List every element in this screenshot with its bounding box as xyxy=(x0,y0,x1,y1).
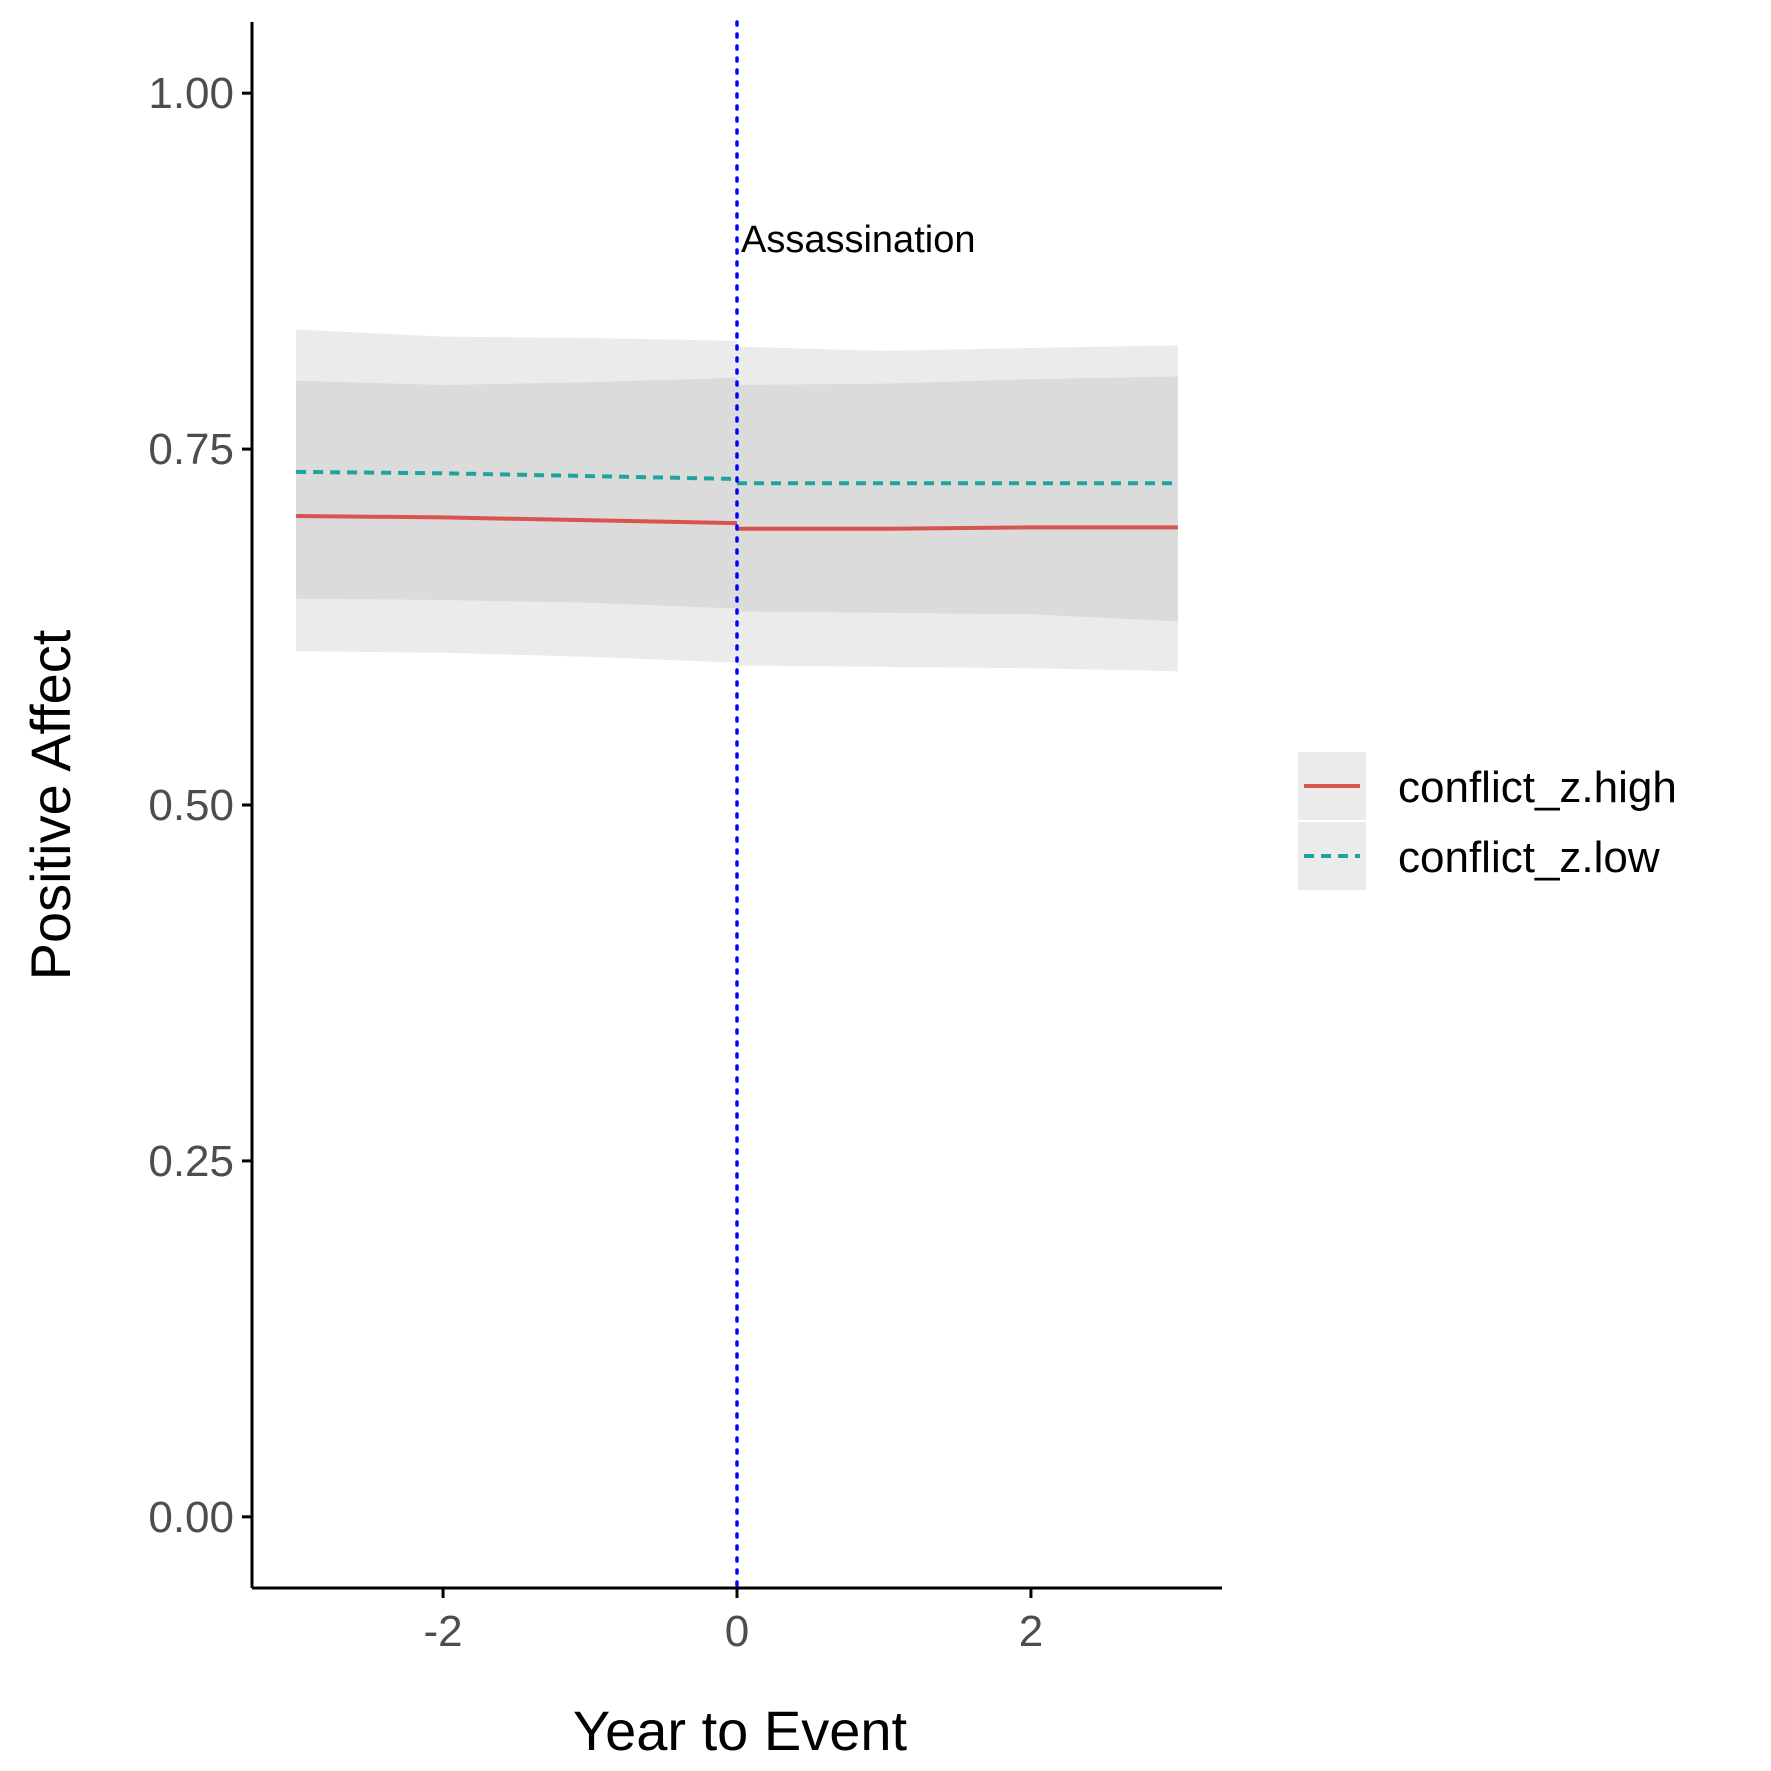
x-axis-title: Year to Event xyxy=(573,1699,908,1762)
y-tick-label: 0.00 xyxy=(148,1493,234,1542)
legend-label-low: conflict_z.low xyxy=(1398,833,1660,882)
y-tick-label: 0.25 xyxy=(148,1137,234,1186)
confidence-ribbons xyxy=(296,329,1178,672)
x-tick-label: -2 xyxy=(423,1607,462,1656)
event-annotation-label: Assassination xyxy=(741,219,975,261)
legend-label-high: conflict_z.high xyxy=(1398,763,1677,812)
ribbon-conflict_z.low-0 xyxy=(296,329,737,663)
y-tick-label: 0.75 xyxy=(148,425,234,474)
x-tick-label: 0 xyxy=(725,1607,749,1656)
legend: conflict_z.high conflict_z.low xyxy=(1298,752,1677,890)
ribbon-conflict_z.high-0 xyxy=(296,377,737,609)
series-lines xyxy=(296,469,1178,531)
y-tick-label: 0.50 xyxy=(148,781,234,830)
ribbon-conflict_z.high-1 xyxy=(737,376,1178,622)
y-axis-title: Positive Affect xyxy=(19,629,82,980)
y-tick-label: 1.00 xyxy=(148,69,234,118)
line-conflict_z.high-0 xyxy=(296,514,738,526)
line-conflict_z.high-1 xyxy=(737,525,1178,531)
x-tick-label: 2 xyxy=(1019,1607,1043,1656)
ribbon-conflict_z.low-1 xyxy=(737,345,1178,672)
axes: 0.00 0.25 0.50 0.75 1.00 -2 0 2 xyxy=(148,22,1222,1656)
line-conflict_z.low-0 xyxy=(296,469,738,481)
